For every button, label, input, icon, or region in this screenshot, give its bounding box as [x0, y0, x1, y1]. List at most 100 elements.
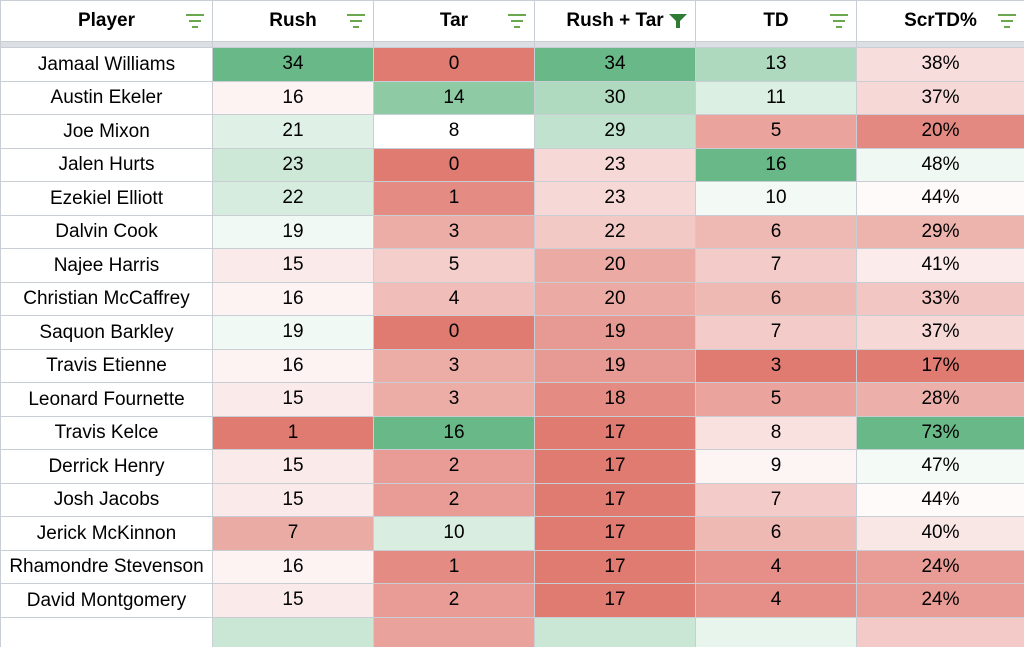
cell-scrtd-pct[interactable]: 33% [856, 281, 1024, 316]
column-header-tar[interactable]: Tar [373, 0, 535, 42]
filter-icon[interactable] [508, 14, 526, 28]
cell-td[interactable]: 5 [695, 382, 857, 417]
cell-tar[interactable]: 3 [373, 214, 535, 249]
cell-rush-plus-tar[interactable]: 22 [534, 214, 696, 249]
cell-td[interactable]: 6 [695, 281, 857, 316]
cell-player[interactable]: Christian McCaffrey [0, 281, 213, 316]
cell-rush[interactable]: 7 [212, 516, 374, 551]
column-header-td[interactable]: TD [695, 0, 857, 42]
cell-tar[interactable]: 2 [373, 482, 535, 517]
cell-rush-plus-tar[interactable]: 23 [534, 181, 696, 216]
cell-player[interactable]: Saquon Barkley [0, 315, 213, 350]
cell-td[interactable]: 11 [695, 80, 857, 115]
cell-tar[interactable]: 0 [373, 47, 535, 82]
cell-scrtd-pct[interactable]: 40% [856, 516, 1024, 551]
cell-player[interactable]: Austin Ekeler [0, 80, 213, 115]
cell-tar[interactable]: 5 [373, 248, 535, 283]
cell-scrtd-pct[interactable]: 20% [856, 114, 1024, 149]
cell-scrtd-pct[interactable]: 47% [856, 449, 1024, 484]
cell-td[interactable]: 4 [695, 583, 857, 618]
cell-scrtd-pct[interactable]: 24% [856, 583, 1024, 618]
cell-player[interactable]: Travis Kelce [0, 415, 213, 450]
cell-rush[interactable]: 15 [212, 449, 374, 484]
cell-rush-plus-tar[interactable]: 23 [534, 147, 696, 182]
filter-icon[interactable] [998, 14, 1016, 28]
cell-td[interactable]: 5 [695, 114, 857, 149]
cell-player[interactable]: Josh Jacobs [0, 482, 213, 517]
cell-rush-plus-tar[interactable]: 19 [534, 348, 696, 383]
cell-rush-plus-tar[interactable]: 17 [534, 583, 696, 618]
cell-td[interactable]: 10 [695, 181, 857, 216]
cell-scrtd-pct[interactable]: 73% [856, 415, 1024, 450]
cell-tar[interactable]: 0 [373, 315, 535, 350]
cell-rush[interactable]: 16 [212, 348, 374, 383]
cell-player[interactable]: Dalvin Cook [0, 214, 213, 249]
cell-player[interactable]: Rhamondre Stevenson [0, 549, 213, 584]
filter-icon[interactable] [186, 14, 204, 28]
cell-scrtd-pct[interactable]: 24% [856, 549, 1024, 584]
column-header-rush[interactable]: Rush [212, 0, 374, 42]
cell-tar[interactable]: 8 [373, 114, 535, 149]
cell-rush[interactable]: 15 [212, 583, 374, 618]
cell-scrtd-pct[interactable]: 37% [856, 80, 1024, 115]
cell-td[interactable]: 7 [695, 482, 857, 517]
cell-rush-plus-tar[interactable]: 17 [534, 482, 696, 517]
cell-empty[interactable] [373, 616, 535, 647]
cell-td[interactable]: 9 [695, 449, 857, 484]
cell-td[interactable]: 6 [695, 516, 857, 551]
cell-scrtd-pct[interactable]: 37% [856, 315, 1024, 350]
cell-tar[interactable]: 16 [373, 415, 535, 450]
filter-icon[interactable] [347, 14, 365, 28]
cell-td[interactable]: 13 [695, 47, 857, 82]
cell-rush[interactable]: 23 [212, 147, 374, 182]
filter-icon[interactable] [830, 14, 848, 28]
cell-scrtd-pct[interactable]: 28% [856, 382, 1024, 417]
cell-scrtd-pct[interactable]: 48% [856, 147, 1024, 182]
cell-rush[interactable]: 15 [212, 382, 374, 417]
cell-rush-plus-tar[interactable]: 30 [534, 80, 696, 115]
cell-rush[interactable]: 16 [212, 549, 374, 584]
cell-rush[interactable]: 21 [212, 114, 374, 149]
cell-player[interactable]: Jalen Hurts [0, 147, 213, 182]
cell-rush[interactable]: 15 [212, 248, 374, 283]
column-header-player[interactable]: Player [0, 0, 213, 42]
cell-tar[interactable]: 2 [373, 583, 535, 618]
cell-empty[interactable] [212, 616, 374, 647]
cell-td[interactable]: 16 [695, 147, 857, 182]
cell-rush-plus-tar[interactable]: 17 [534, 449, 696, 484]
cell-tar[interactable]: 1 [373, 181, 535, 216]
cell-scrtd-pct[interactable]: 41% [856, 248, 1024, 283]
cell-player[interactable]: Jamaal Williams [0, 47, 213, 82]
cell-player[interactable]: Derrick Henry [0, 449, 213, 484]
cell-empty[interactable] [856, 616, 1024, 647]
cell-rush-plus-tar[interactable]: 29 [534, 114, 696, 149]
cell-player[interactable]: Ezekiel Elliott [0, 181, 213, 216]
cell-rush[interactable]: 34 [212, 47, 374, 82]
cell-tar[interactable]: 0 [373, 147, 535, 182]
cell-empty[interactable] [695, 616, 857, 647]
cell-td[interactable]: 6 [695, 214, 857, 249]
cell-empty[interactable] [0, 616, 213, 647]
cell-rush[interactable]: 1 [212, 415, 374, 450]
cell-scrtd-pct[interactable]: 38% [856, 47, 1024, 82]
cell-rush-plus-tar[interactable]: 17 [534, 415, 696, 450]
cell-player[interactable]: David Montgomery [0, 583, 213, 618]
cell-rush-plus-tar[interactable]: 17 [534, 549, 696, 584]
cell-td[interactable]: 8 [695, 415, 857, 450]
cell-empty[interactable] [534, 616, 696, 647]
cell-scrtd-pct[interactable]: 29% [856, 214, 1024, 249]
cell-player[interactable]: Najee Harris [0, 248, 213, 283]
cell-player[interactable]: Travis Etienne [0, 348, 213, 383]
cell-tar[interactable]: 3 [373, 348, 535, 383]
cell-player[interactable]: Jerick McKinnon [0, 516, 213, 551]
frozen-row-divider[interactable] [0, 41, 1024, 48]
filter-active-icon[interactable] [669, 14, 687, 28]
cell-rush[interactable]: 16 [212, 281, 374, 316]
cell-tar[interactable]: 4 [373, 281, 535, 316]
cell-td[interactable]: 7 [695, 248, 857, 283]
cell-scrtd-pct[interactable]: 44% [856, 482, 1024, 517]
cell-rush[interactable]: 22 [212, 181, 374, 216]
cell-tar[interactable]: 1 [373, 549, 535, 584]
cell-td[interactable]: 7 [695, 315, 857, 350]
cell-rush[interactable]: 19 [212, 315, 374, 350]
